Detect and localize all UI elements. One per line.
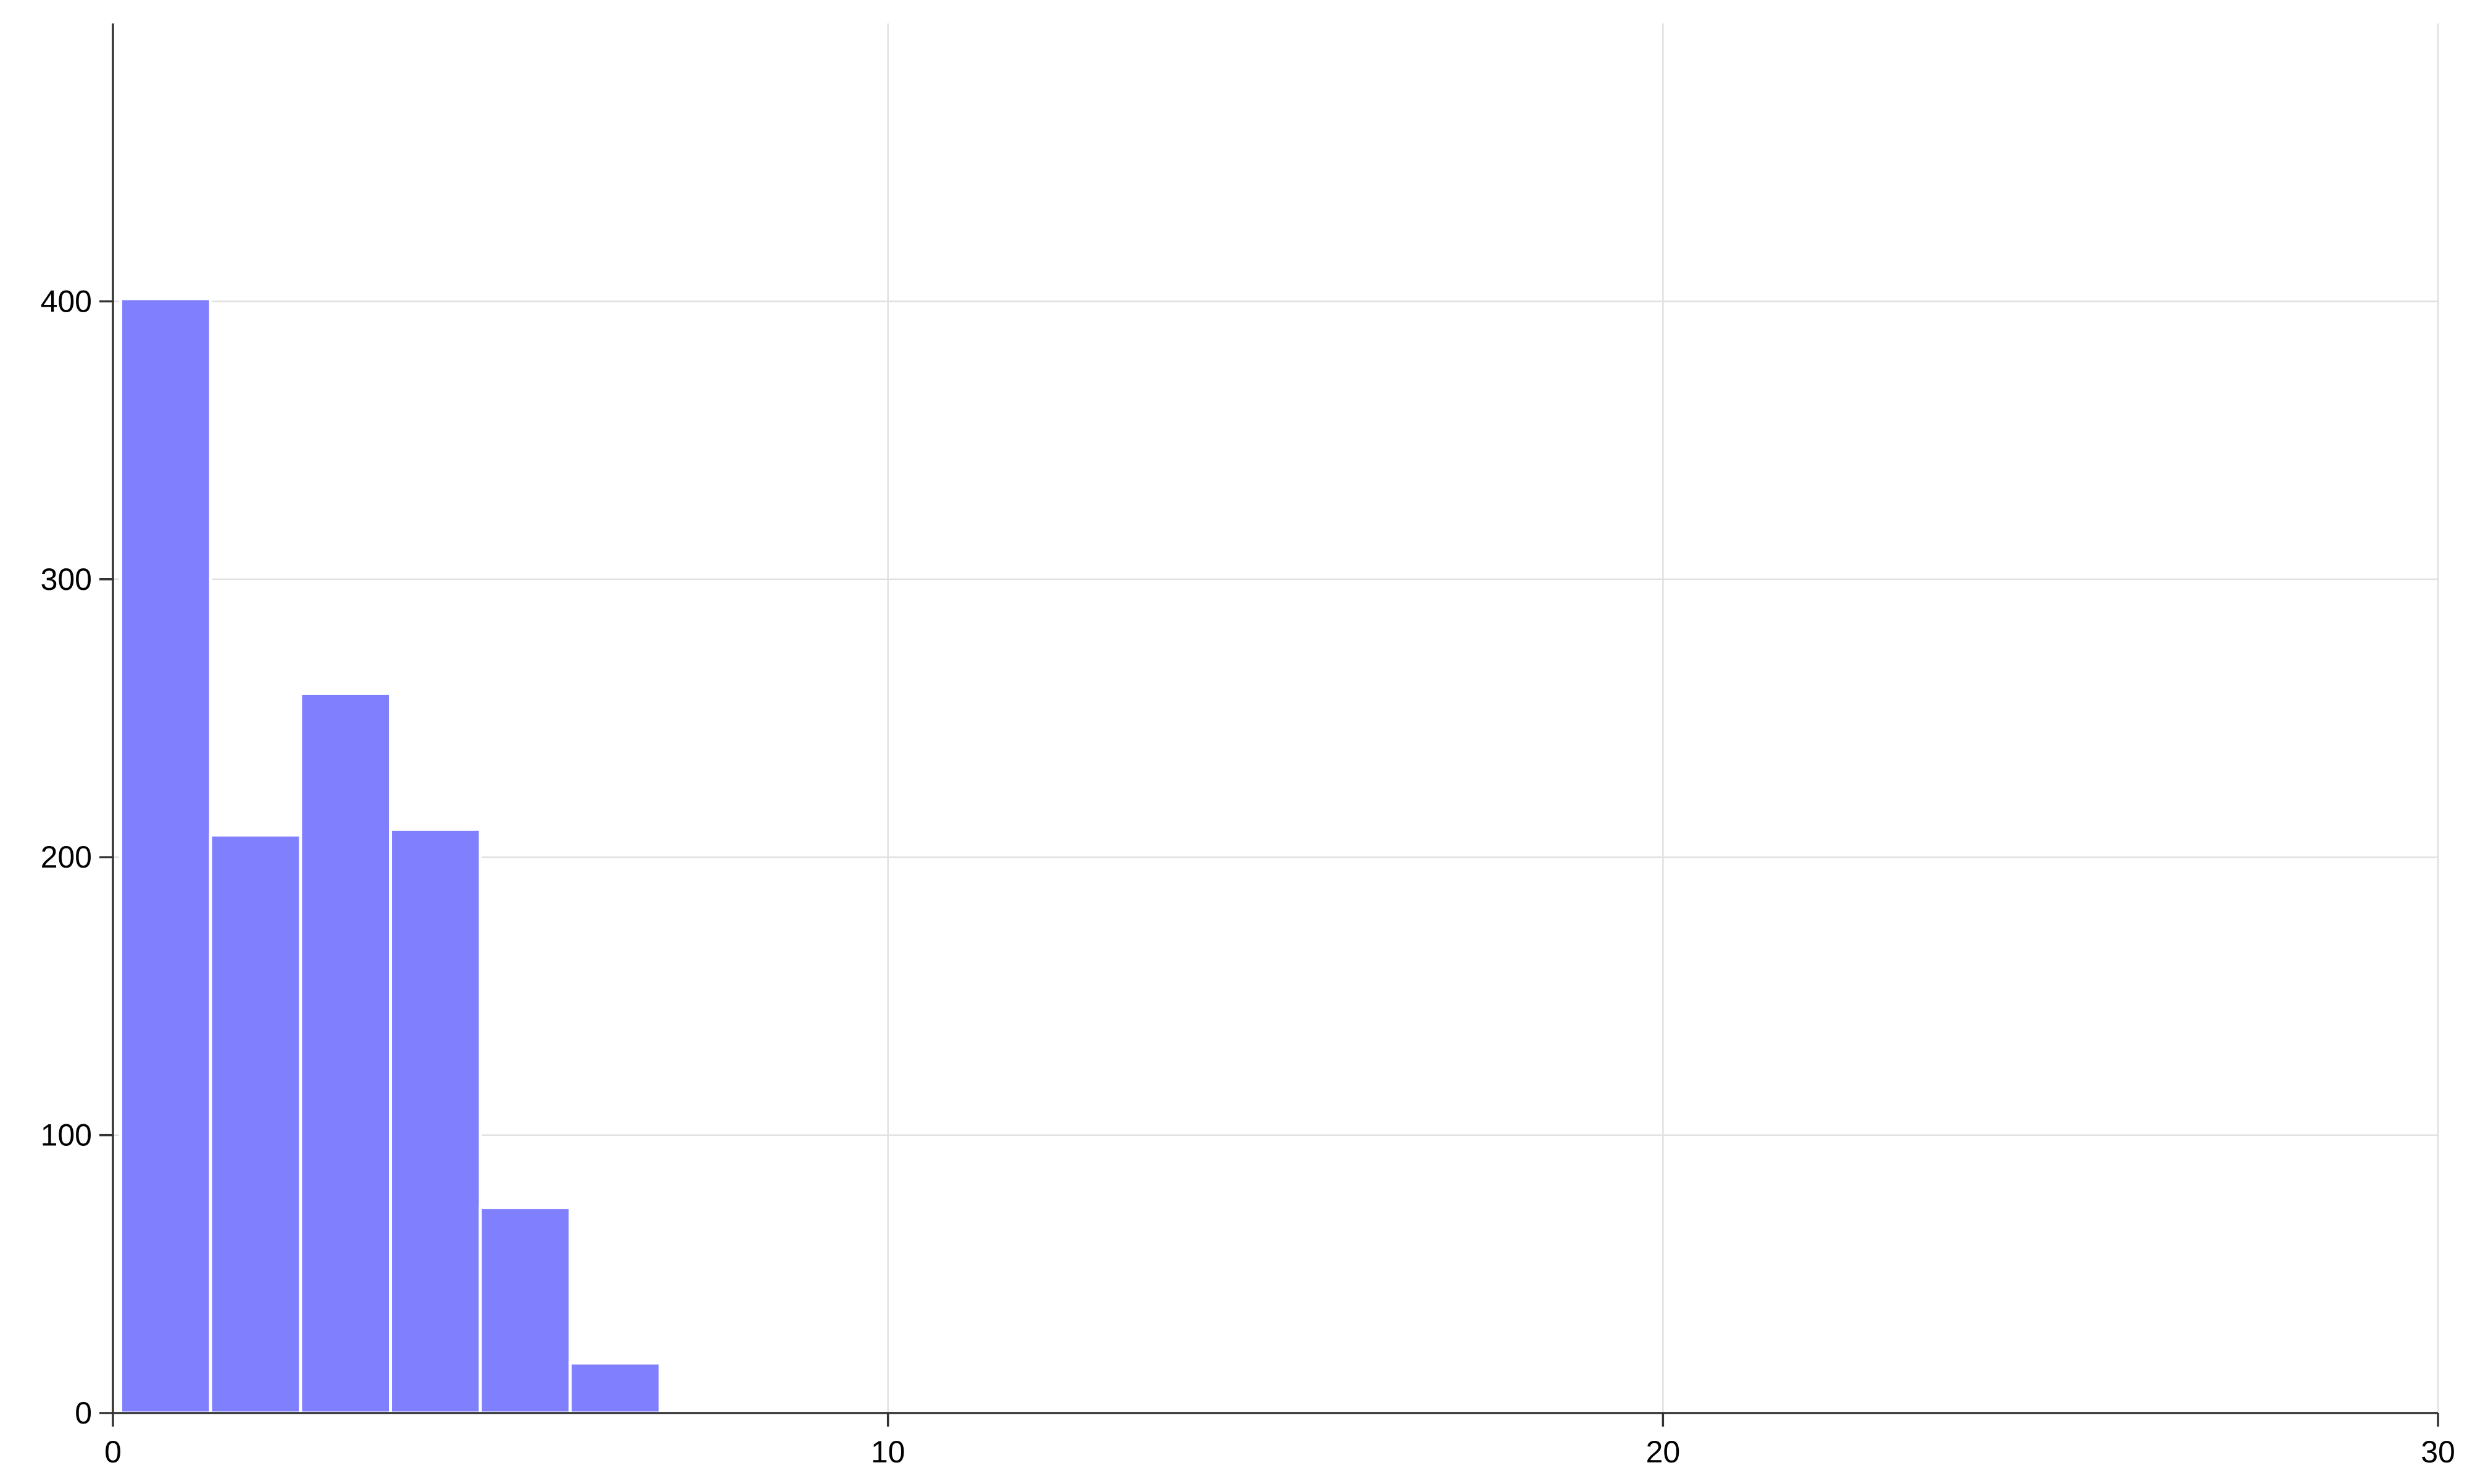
y-tick-label-400: 400: [41, 284, 92, 318]
x-tick-label-20: 20: [1646, 1435, 1681, 1469]
grid-lines: [113, 23, 2439, 1413]
histogram-bar-4: [478, 1206, 572, 1415]
x-tick-label-10: 10: [871, 1435, 905, 1469]
histogram-bar-5: [568, 1361, 662, 1415]
y-tick-label-300: 300: [41, 562, 92, 597]
x-tick-label-30: 30: [2421, 1435, 2455, 1469]
histogram-bar-2: [299, 691, 393, 1415]
y-tick-label-0: 0: [75, 1396, 92, 1430]
y-tick-label-100: 100: [41, 1118, 92, 1153]
histogram-bar-1: [209, 833, 302, 1415]
tick-labels: 0 100 200 300 400 0 10 20 30: [41, 284, 2455, 1469]
x-tick-label-0: 0: [104, 1435, 122, 1469]
axes: [99, 23, 2439, 1427]
histogram-bar-3: [389, 827, 482, 1415]
histogram-bars: [119, 297, 2113, 1415]
histogram-bar-0: [119, 297, 212, 1415]
y-tick-label-200: 200: [41, 840, 92, 874]
